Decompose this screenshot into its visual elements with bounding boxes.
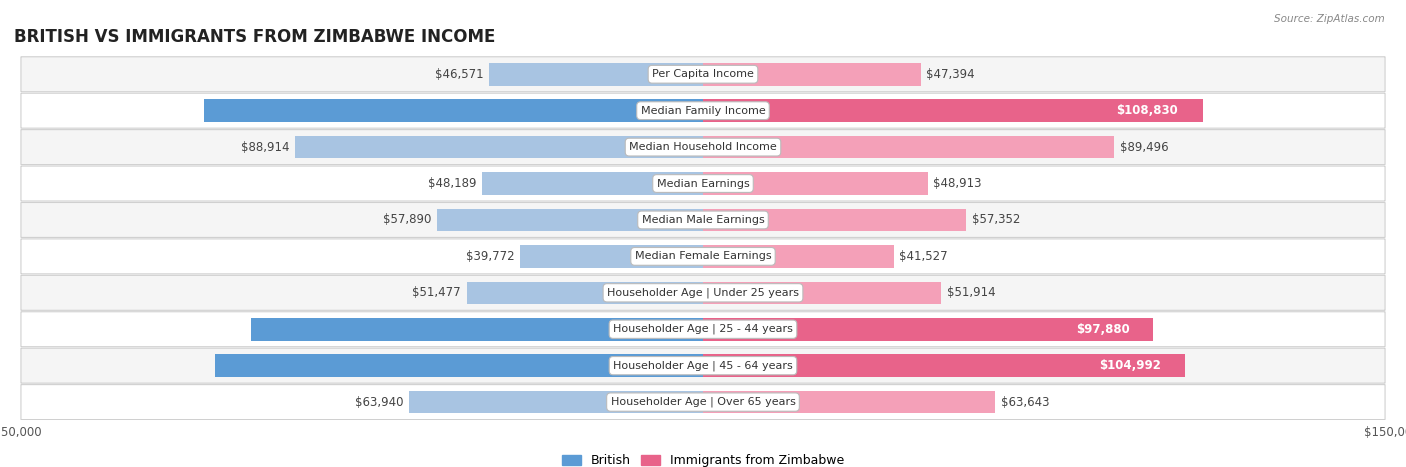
Text: $47,394: $47,394: [927, 68, 974, 81]
Text: $51,914: $51,914: [948, 286, 995, 299]
Text: $97,880: $97,880: [1077, 323, 1130, 336]
Bar: [703, 391, 995, 413]
Text: $57,890: $57,890: [384, 213, 432, 226]
Text: Median Female Earnings: Median Female Earnings: [634, 251, 772, 262]
Text: $89,496: $89,496: [1119, 141, 1168, 154]
Bar: [703, 99, 1204, 122]
FancyBboxPatch shape: [21, 312, 1385, 347]
Bar: [703, 318, 1153, 340]
Text: Per Capita Income: Per Capita Income: [652, 69, 754, 79]
FancyBboxPatch shape: [21, 166, 1385, 201]
FancyBboxPatch shape: [21, 57, 1385, 92]
Bar: [409, 391, 703, 413]
Text: $57,352: $57,352: [972, 213, 1021, 226]
Text: $104,992: $104,992: [1099, 359, 1161, 372]
Text: $41,527: $41,527: [900, 250, 948, 263]
Text: Median Earnings: Median Earnings: [657, 178, 749, 189]
Text: $48,913: $48,913: [934, 177, 981, 190]
Bar: [489, 63, 703, 85]
Legend: British, Immigrants from Zimbabwe: British, Immigrants from Zimbabwe: [557, 449, 849, 467]
Text: Householder Age | 45 - 64 years: Householder Age | 45 - 64 years: [613, 361, 793, 371]
Text: Householder Age | Under 25 years: Householder Age | Under 25 years: [607, 288, 799, 298]
Bar: [482, 172, 703, 195]
Bar: [703, 63, 921, 85]
Text: $39,772: $39,772: [467, 250, 515, 263]
Text: BRITISH VS IMMIGRANTS FROM ZIMBABWE INCOME: BRITISH VS IMMIGRANTS FROM ZIMBABWE INCO…: [14, 28, 495, 46]
Bar: [295, 136, 703, 158]
FancyBboxPatch shape: [21, 93, 1385, 128]
Text: $63,643: $63,643: [1001, 396, 1049, 409]
Bar: [703, 245, 894, 268]
Bar: [437, 209, 703, 231]
Bar: [703, 209, 966, 231]
Text: $98,359: $98,359: [681, 323, 734, 336]
Text: $63,940: $63,940: [356, 396, 404, 409]
Text: $108,830: $108,830: [1116, 104, 1178, 117]
Text: Source: ZipAtlas.com: Source: ZipAtlas.com: [1274, 14, 1385, 24]
FancyBboxPatch shape: [21, 276, 1385, 310]
FancyBboxPatch shape: [21, 348, 1385, 383]
FancyBboxPatch shape: [21, 239, 1385, 274]
Text: $48,189: $48,189: [427, 177, 477, 190]
Text: $46,571: $46,571: [434, 68, 484, 81]
Text: $88,914: $88,914: [240, 141, 290, 154]
Bar: [520, 245, 703, 268]
Text: Median Household Income: Median Household Income: [628, 142, 778, 152]
Text: Householder Age | Over 65 years: Householder Age | Over 65 years: [610, 397, 796, 407]
FancyBboxPatch shape: [21, 385, 1385, 419]
Text: Householder Age | 25 - 44 years: Householder Age | 25 - 44 years: [613, 324, 793, 334]
Text: Median Male Earnings: Median Male Earnings: [641, 215, 765, 225]
Text: $51,477: $51,477: [412, 286, 461, 299]
Text: $106,264: $106,264: [679, 359, 741, 372]
Bar: [703, 172, 928, 195]
Bar: [703, 354, 1185, 377]
Bar: [252, 318, 703, 340]
Text: $108,705: $108,705: [678, 104, 740, 117]
FancyBboxPatch shape: [21, 203, 1385, 237]
Bar: [703, 136, 1114, 158]
Bar: [204, 99, 703, 122]
FancyBboxPatch shape: [21, 130, 1385, 164]
Bar: [215, 354, 703, 377]
Bar: [703, 282, 942, 304]
Bar: [467, 282, 703, 304]
Text: Median Family Income: Median Family Income: [641, 106, 765, 116]
